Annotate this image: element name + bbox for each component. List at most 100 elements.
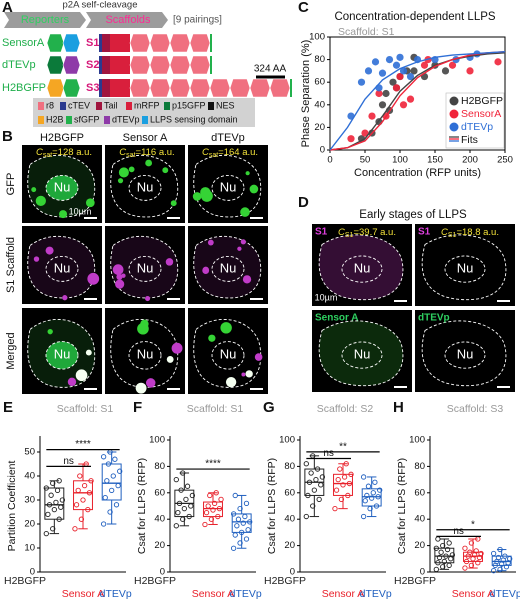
data-point — [467, 549, 473, 555]
csat-symbol: C — [202, 147, 209, 158]
data-point — [319, 474, 326, 480]
condensate — [200, 187, 211, 198]
label: Scaffolds — [105, 14, 151, 26]
row-header: GFP — [5, 173, 17, 196]
nucleus-label: Nu — [54, 260, 71, 275]
condensate — [135, 382, 147, 394]
scale-label: 10µm — [315, 292, 338, 302]
data-point — [112, 456, 118, 462]
y-tick-label: 30 — [24, 495, 35, 506]
r8-repeat — [129, 55, 151, 75]
significance-label: ns — [323, 448, 334, 459]
panel-letter: F — [133, 399, 142, 416]
chart-subtitle: Scaffold: S1 — [187, 403, 244, 415]
condensate — [118, 167, 129, 178]
data-point — [306, 479, 313, 485]
label: S1 — [315, 227, 328, 238]
cell-outline — [110, 319, 179, 388]
data-point — [77, 473, 83, 479]
significance-label: ns — [63, 456, 74, 467]
nucleus — [128, 255, 162, 282]
condensate — [112, 264, 124, 275]
data-point — [303, 461, 309, 467]
r8-repeat — [149, 55, 171, 75]
data-point — [178, 487, 184, 493]
tail-domain — [102, 56, 110, 74]
tail-domain — [102, 79, 110, 97]
condensate — [45, 246, 54, 255]
y-tick-label: 40 — [154, 514, 165, 525]
legend-swatch — [60, 102, 66, 110]
data-point — [468, 540, 475, 546]
data-point — [245, 527, 251, 533]
r8-repeat — [229, 78, 251, 98]
significance-label: * — [471, 519, 475, 530]
plot-frame — [329, 36, 506, 151]
nucleus-label: Nu — [457, 347, 474, 362]
group-label: Sensor A — [62, 588, 105, 600]
data-point — [240, 520, 246, 526]
data-point — [362, 498, 368, 504]
data-point — [378, 101, 387, 109]
legend-swatch — [164, 102, 170, 110]
micrograph — [105, 145, 185, 223]
cell-outline — [193, 236, 262, 299]
data-point — [310, 503, 316, 509]
data-point — [364, 492, 370, 499]
condensate — [33, 256, 40, 262]
legend-marker — [449, 109, 459, 119]
data-point — [333, 487, 340, 493]
data-point — [449, 552, 456, 558]
label: S1 — [418, 227, 431, 238]
y-tick-label: 80 — [154, 461, 165, 472]
legend-marker — [449, 122, 459, 132]
ctev-domain — [99, 34, 102, 52]
data-point — [85, 506, 91, 513]
data-point — [392, 61, 401, 69]
panel-letter: B — [2, 128, 13, 145]
data-point — [341, 474, 348, 480]
y-axis-label: Csat for LLPS (RFP) — [266, 458, 278, 554]
data-point — [406, 72, 415, 81]
panel-letter: A — [2, 0, 13, 16]
data-point — [54, 487, 61, 494]
condensate — [171, 342, 183, 354]
cell-outline — [110, 236, 179, 299]
nucleus — [211, 255, 245, 282]
chart-subtitle: Scaffold: S1 — [338, 26, 395, 38]
data-point — [367, 505, 373, 512]
data-point — [50, 526, 56, 532]
data-point — [107, 509, 113, 515]
nucleus — [211, 341, 245, 370]
y-tick-label: 60 — [154, 487, 165, 498]
condensate — [208, 334, 216, 342]
group-label: dTEVp — [490, 588, 520, 600]
data-point — [181, 505, 187, 512]
fit-curve — [329, 50, 506, 151]
label: 324 AA — [254, 64, 287, 75]
cell-outline — [193, 319, 262, 388]
condensate — [240, 239, 246, 245]
data-point — [183, 496, 189, 503]
condensate — [145, 296, 151, 302]
significance-label: **** — [75, 439, 91, 450]
reporter-domain — [46, 33, 65, 53]
legend-label: dTEVp — [112, 114, 140, 124]
condensate — [166, 355, 174, 363]
chart-title: Concentration-dependent LLPS — [334, 11, 495, 23]
y-axis-label: Csat for LLPS (RFP) — [136, 458, 148, 554]
data-point — [340, 482, 346, 488]
group-label: H2BGFP — [394, 575, 436, 587]
condensate — [115, 279, 125, 289]
data-point — [462, 545, 468, 551]
nucleus — [341, 341, 383, 369]
box — [361, 488, 382, 507]
y-tick-label: 100 — [149, 435, 165, 446]
data-point — [100, 521, 107, 527]
legend-label: r8 — [46, 100, 54, 110]
data-point — [365, 483, 372, 489]
data-point — [372, 479, 378, 485]
condensate — [47, 328, 53, 335]
data-point — [389, 78, 397, 86]
data-point — [239, 529, 245, 536]
